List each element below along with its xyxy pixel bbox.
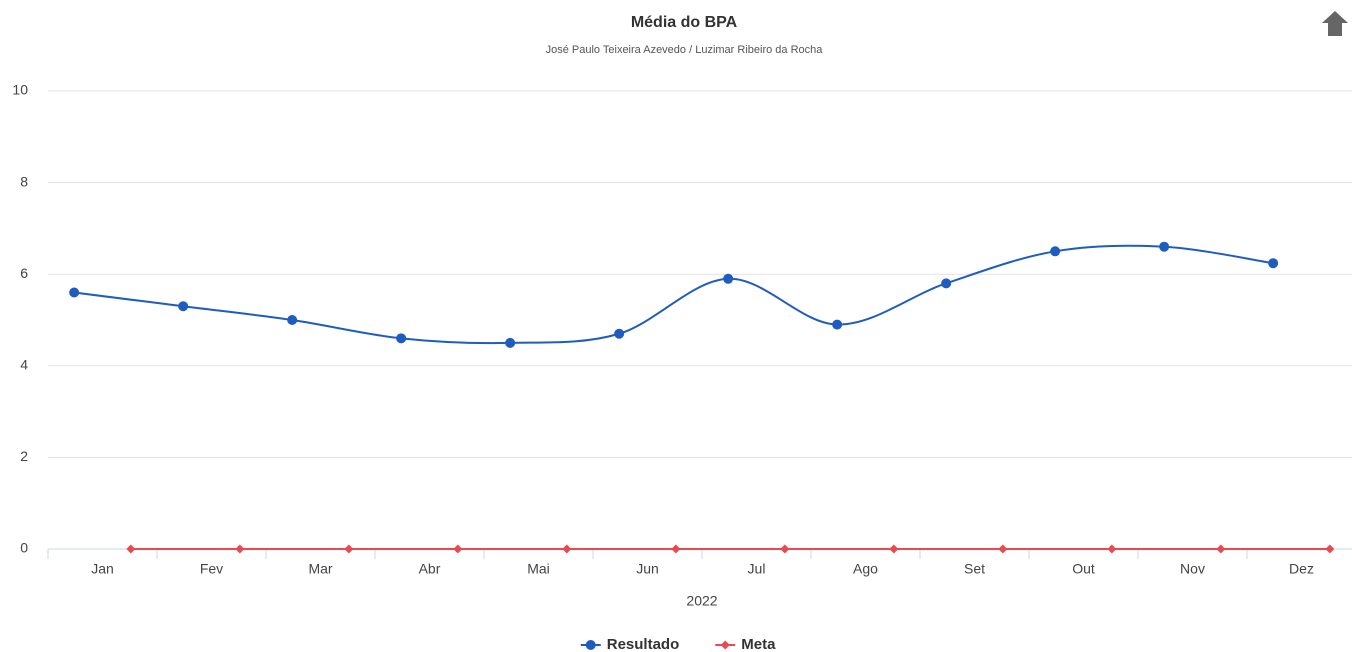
chart-subtitle: José Paulo Teixeira Azevedo / Luzimar Ri…: [546, 44, 824, 56]
point-marker: [998, 544, 1008, 554]
point-marker: [1216, 544, 1226, 554]
x-tick-label: Set: [964, 561, 985, 577]
menu-icon[interactable]: [1322, 11, 1348, 36]
y-tick-label: 0: [20, 540, 28, 556]
point-marker: [832, 319, 843, 330]
chart-title: Média do BPA: [631, 14, 738, 31]
y-tick-label: 4: [20, 357, 28, 373]
point-marker: [344, 544, 354, 554]
point-marker: [287, 315, 298, 325]
point-marker: [1268, 258, 1279, 269]
point-marker: [1159, 241, 1170, 252]
x-tick-label: Jun: [636, 561, 659, 577]
point-marker: [1050, 246, 1061, 257]
x-tick-label: Mai: [527, 561, 550, 577]
x-tick-label: Abr: [419, 561, 441, 577]
legend-marker: [720, 640, 730, 650]
legend-item[interactable]: Meta: [715, 636, 776, 652]
x-tick-label: Ago: [853, 561, 878, 577]
x-tick-label: Nov: [1180, 561, 1205, 577]
point-marker: [780, 544, 790, 554]
x-tick-label: Out: [1072, 561, 1095, 577]
point-marker: [562, 544, 572, 554]
y-tick-label: 8: [20, 173, 28, 189]
point-marker: [723, 273, 734, 284]
point-marker: [396, 333, 407, 344]
point-marker: [941, 278, 952, 289]
point-marker: [1325, 544, 1335, 554]
legend-label: Meta: [741, 636, 776, 652]
point-marker: [671, 544, 681, 554]
point-marker: [505, 337, 516, 348]
series-line: [74, 244, 1274, 345]
point-marker: [889, 544, 899, 554]
x-tick-label: Fev: [200, 561, 223, 577]
x-tick-label: Jan: [91, 561, 114, 577]
point-marker: [614, 328, 625, 339]
point-marker: [235, 544, 245, 554]
point-marker: [178, 301, 189, 312]
point-marker: [69, 287, 80, 298]
legend-marker: [585, 640, 596, 650]
legend-item[interactable]: Resultado: [580, 636, 680, 652]
x-axis-title: 2022: [686, 593, 717, 609]
y-tick-label: 6: [20, 265, 28, 281]
x-tick-label: Mar: [308, 561, 332, 577]
y-tick-label: 10: [12, 82, 28, 98]
point-marker: [1107, 544, 1117, 554]
point-marker: [126, 544, 136, 554]
menu-button[interactable]: [1322, 11, 1348, 36]
x-tick-label: Dez: [1289, 561, 1314, 577]
x-tick-label: Jul: [748, 561, 766, 577]
legend-label: Resultado: [607, 636, 680, 652]
point-marker: [453, 544, 463, 554]
y-tick-label: 2: [20, 448, 28, 464]
